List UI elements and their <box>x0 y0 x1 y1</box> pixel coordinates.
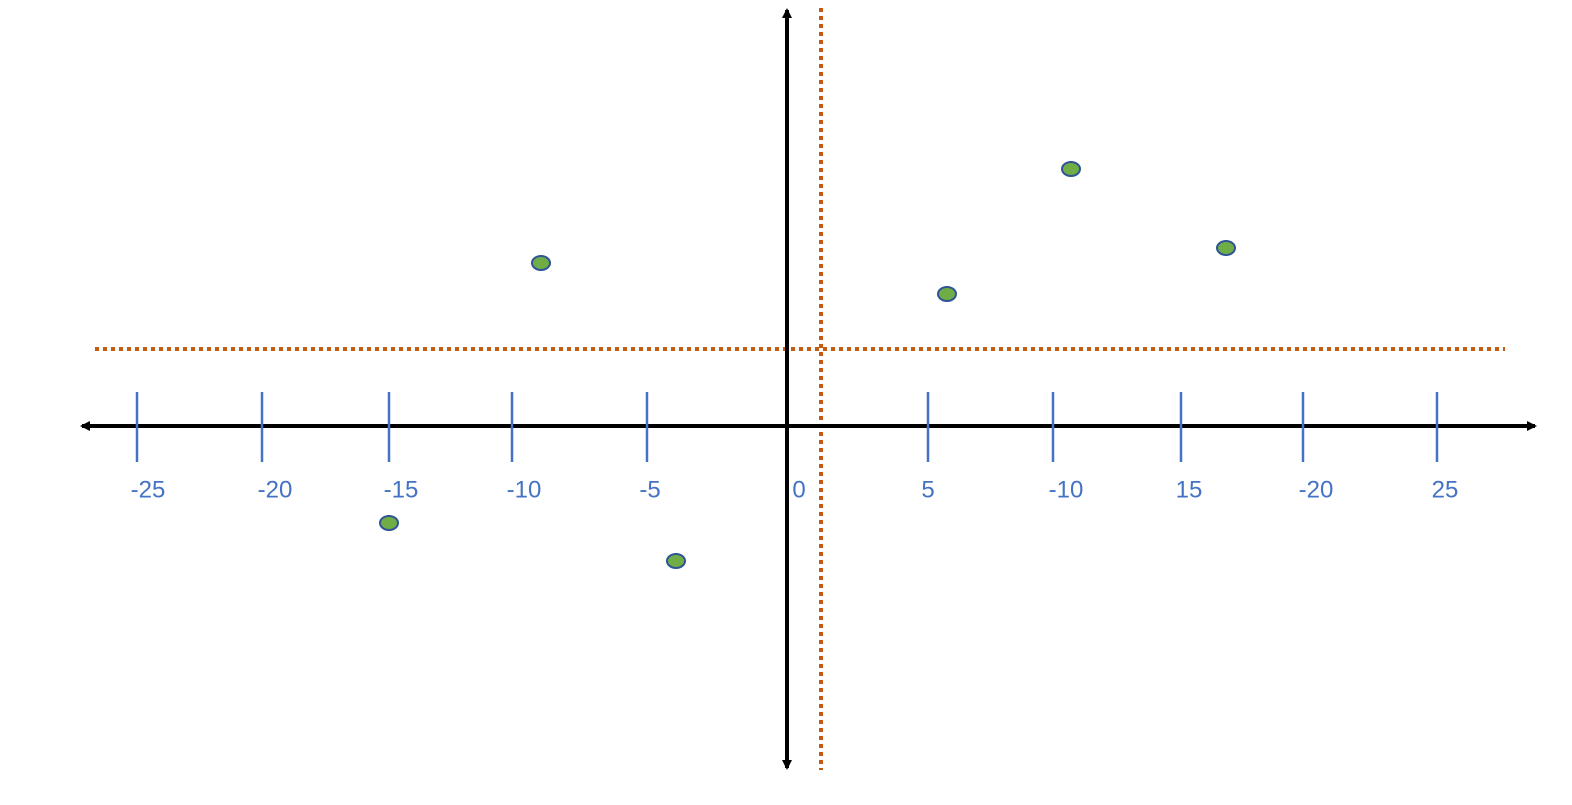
point <box>666 553 686 569</box>
point <box>531 255 551 271</box>
tick-label: 15 <box>1176 476 1203 503</box>
point <box>1216 240 1236 256</box>
point <box>1061 161 1081 177</box>
tick-label: -5 <box>639 476 660 503</box>
points <box>379 161 1236 569</box>
tick-label: -25 <box>131 476 166 503</box>
tick-label: -20 <box>1299 476 1334 503</box>
tick-marks <box>135 392 1439 462</box>
tick-label: -10 <box>1049 476 1084 503</box>
tick-label: -15 <box>384 476 419 503</box>
tick-label: -20 <box>258 476 293 503</box>
point <box>937 286 957 302</box>
tick-label: -10 <box>507 476 542 503</box>
tick-label: 25 <box>1432 476 1459 503</box>
tick-label: 5 <box>921 476 934 503</box>
point <box>379 515 399 531</box>
tick-label: 0 <box>792 476 805 503</box>
